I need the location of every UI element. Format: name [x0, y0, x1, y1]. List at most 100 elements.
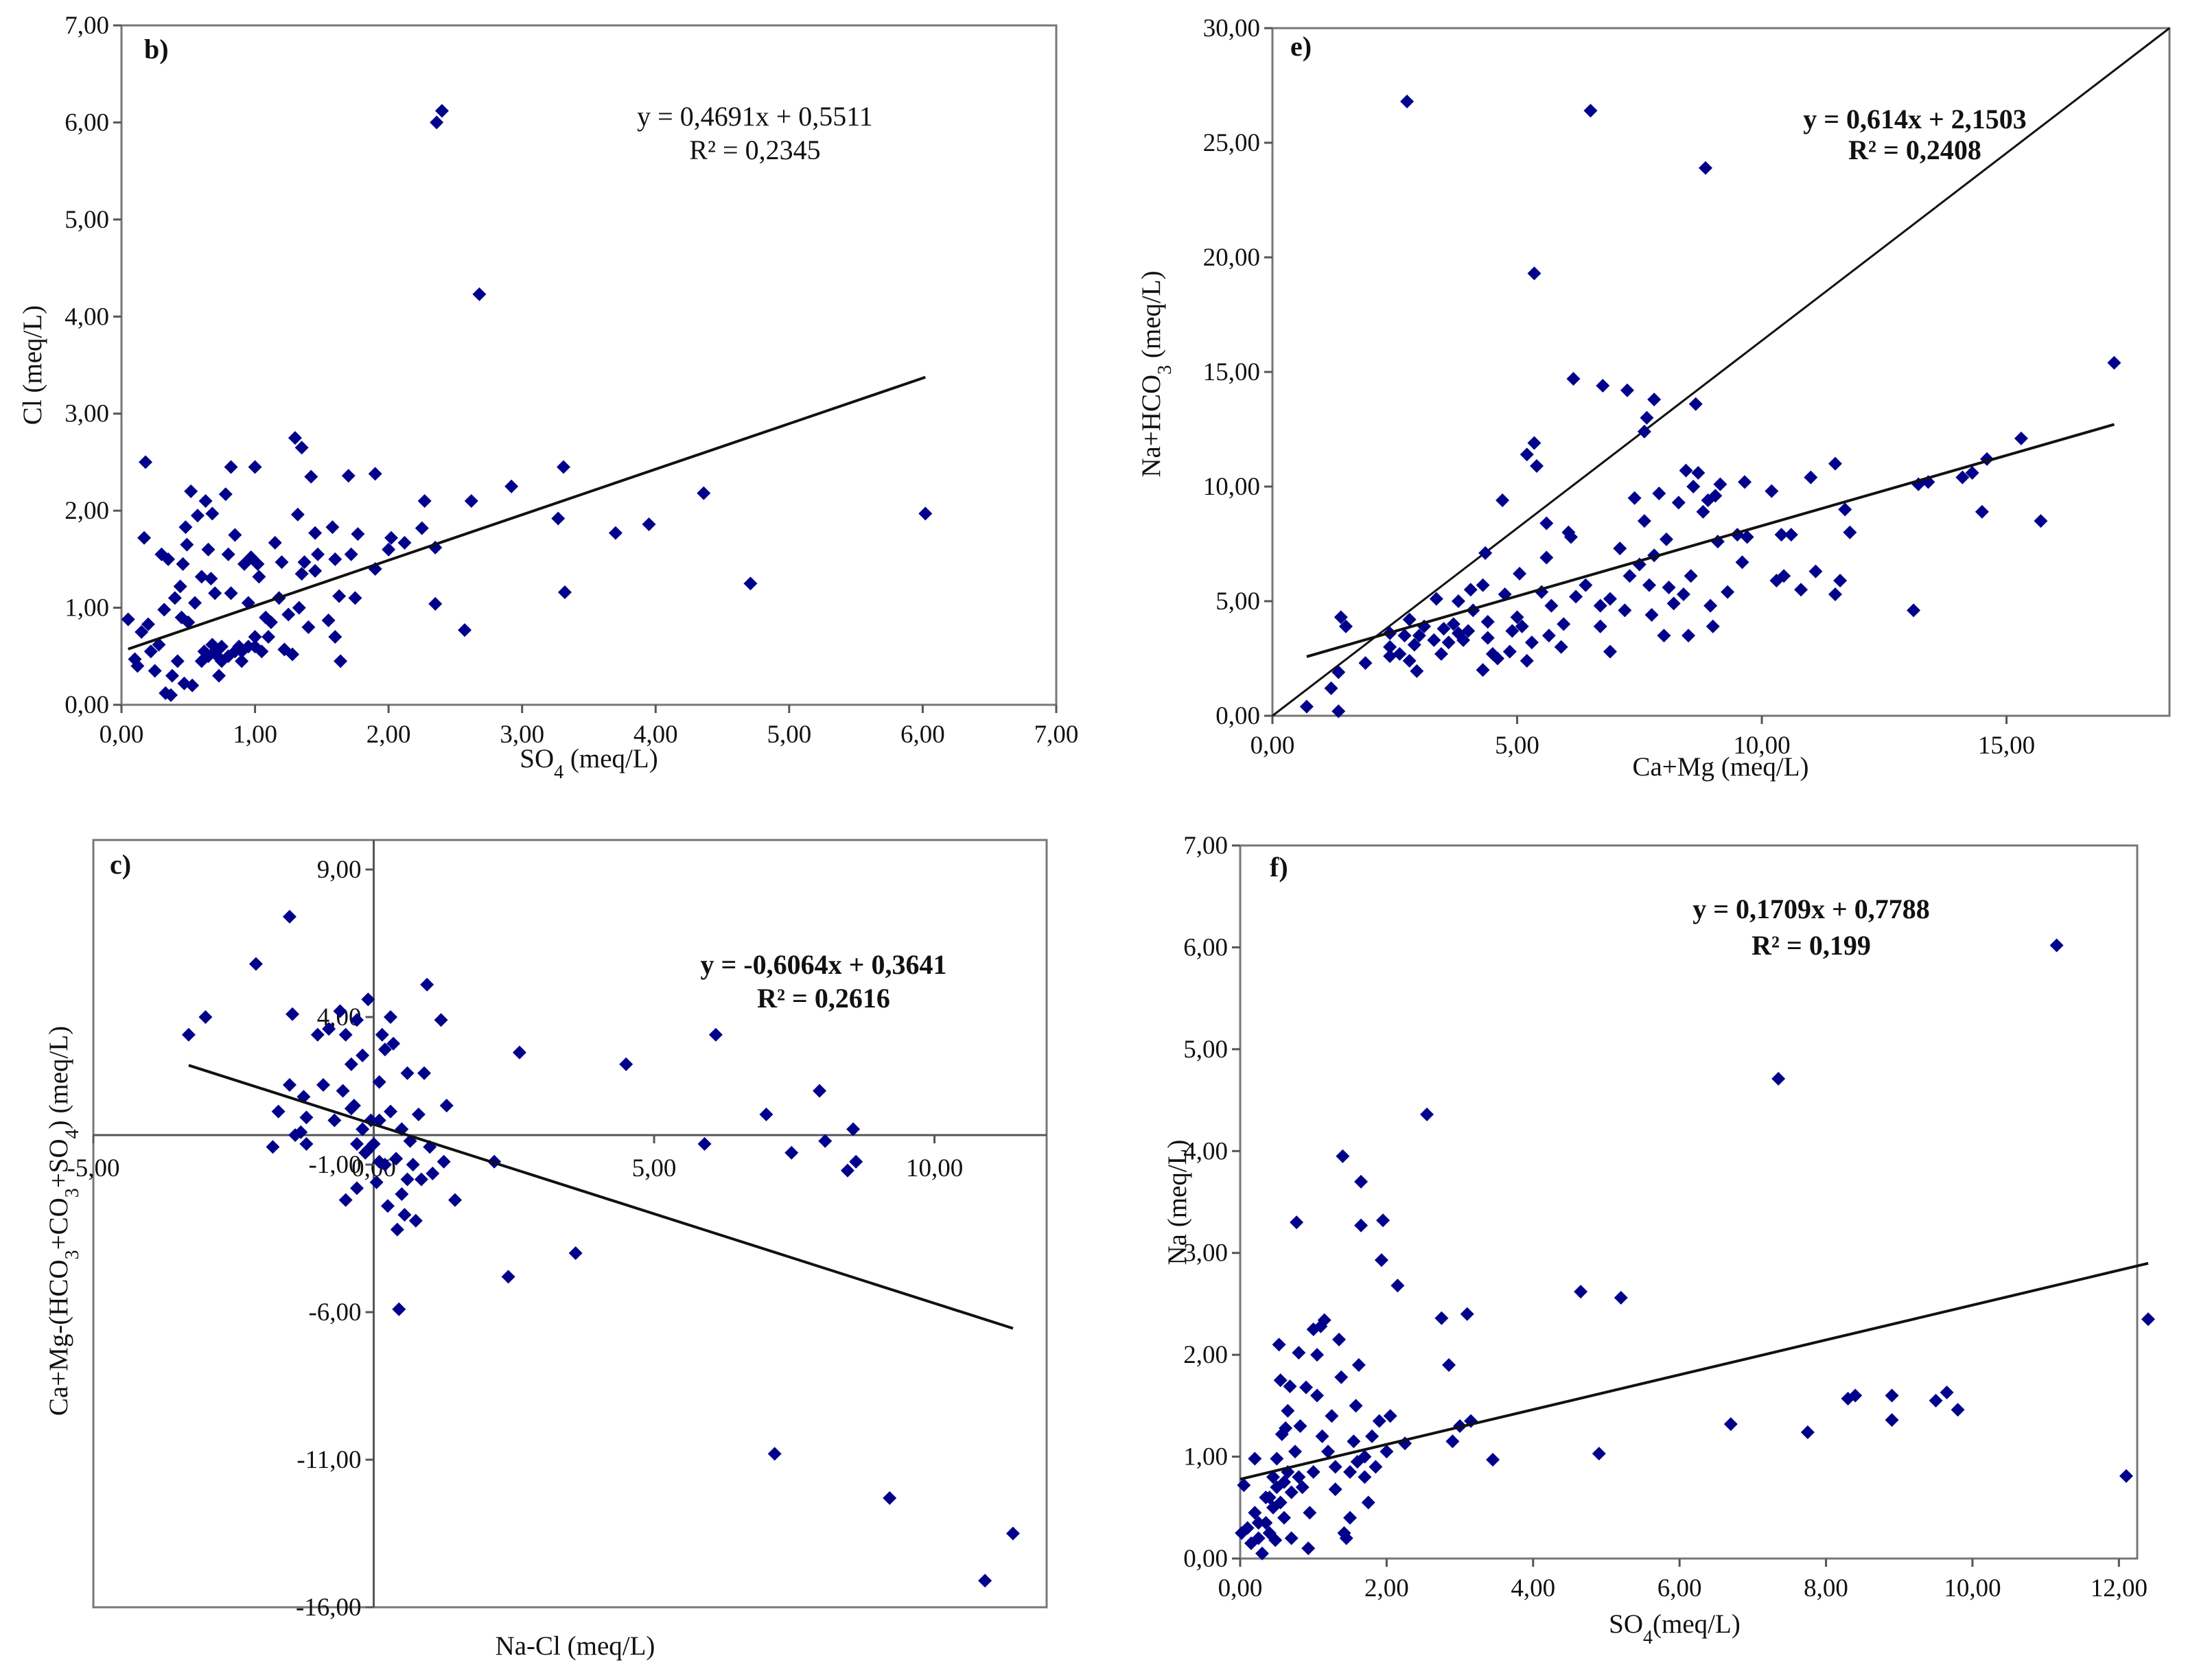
x-tick-label: 5,00	[767, 721, 811, 749]
data-point	[1284, 1531, 1299, 1545]
data-point	[294, 1125, 308, 1139]
chart-panel-c: -5,00 0,00 5,00 10,009,004,00-1,00-6,00-11,…	[44, 839, 1048, 1661]
data-point	[208, 586, 222, 600]
y-tick-label: 5,00	[1215, 587, 1260, 616]
label-segment: (meq/L)	[1653, 1609, 1741, 1639]
y-tick-label: 15,00	[1203, 358, 1260, 386]
data-point	[1965, 465, 1979, 480]
data-point	[1328, 1482, 1342, 1497]
data-point	[143, 644, 158, 659]
data-point	[1765, 484, 1779, 498]
data-point	[767, 1447, 782, 1461]
data-point	[1637, 514, 1651, 528]
data-point	[415, 521, 429, 535]
data-point	[334, 654, 348, 668]
data-point	[165, 668, 179, 683]
data-point	[221, 547, 235, 561]
data-point	[271, 1104, 286, 1119]
data-point	[310, 1027, 325, 1042]
data-point	[184, 484, 198, 498]
data-point	[163, 688, 178, 702]
x-tick-label: 10,00	[1944, 1574, 2001, 1602]
plot-area	[120, 24, 1058, 706]
data-point	[201, 542, 216, 557]
data-point	[1331, 704, 1346, 719]
data-point	[1579, 578, 1593, 592]
data-point	[1593, 598, 1607, 613]
data-point	[1539, 550, 1554, 565]
data-point	[1397, 629, 1412, 643]
x-tick-label: 0,00	[351, 1154, 396, 1182]
data-point	[1393, 646, 1407, 661]
data-point	[252, 570, 266, 584]
data-point	[1365, 1429, 1380, 1443]
data-point	[1332, 1332, 1347, 1346]
data-point	[1929, 1393, 1943, 1408]
r-squared-label: R² = 0,2408	[1848, 135, 1981, 165]
data-point	[281, 607, 296, 622]
data-point	[1583, 104, 1598, 118]
y-tick-label: -1,00	[308, 1151, 361, 1179]
data-point	[190, 509, 205, 523]
data-point	[1461, 624, 1476, 638]
data-point	[235, 654, 249, 668]
x-tick-label: 6,00	[1657, 1574, 1702, 1602]
data-point	[1696, 504, 1710, 519]
data-point	[1940, 1386, 1954, 1400]
reference-line	[1272, 27, 2170, 717]
chart-panel-b: 0,00 1,00 2,00 3,00 4,00 5,00 6,00 7,00 0,00 1,00…	[18, 12, 1078, 783]
data-point	[1828, 456, 1842, 471]
data-point	[372, 1154, 386, 1169]
data-point	[1325, 1409, 1339, 1423]
data-point	[292, 600, 306, 615]
label-segment: Ca+Mg (meq/L)	[1632, 752, 1808, 782]
data-point	[395, 1187, 409, 1201]
x-axis-title: SO4(meq/L)	[1609, 1609, 1741, 1648]
y-tick-label: 30,00	[1203, 14, 1260, 43]
data-point	[439, 1099, 454, 1112]
data-point	[551, 511, 566, 526]
data-point	[221, 649, 235, 664]
data-point	[448, 1193, 463, 1207]
data-point	[372, 1075, 386, 1089]
data-point	[261, 630, 276, 644]
data-point	[1530, 458, 1544, 473]
data-point	[170, 654, 185, 668]
data-point	[1794, 583, 1808, 597]
data-point	[557, 460, 571, 474]
y-axis-title: Na+HCO3 (meq/L)	[1137, 270, 1176, 477]
x-tick-label: 4,00	[633, 721, 678, 749]
data-point	[294, 567, 309, 581]
data-point	[264, 615, 278, 629]
y-tick-label: 1,00	[1183, 1443, 1228, 1471]
data-point	[181, 615, 196, 629]
label-segment: Na+HCO	[1137, 375, 1166, 478]
data-point	[1402, 612, 1417, 627]
y-tick-label: -16,00	[296, 1594, 362, 1622]
data-point	[212, 668, 226, 683]
data-point	[1390, 1279, 1405, 1293]
label-segment: SO	[520, 744, 554, 773]
data-point	[1527, 436, 1541, 450]
data-point	[1354, 1174, 1369, 1189]
data-point	[1541, 629, 1556, 643]
data-point	[1427, 633, 1441, 647]
data-point	[1563, 530, 1578, 544]
data-point	[384, 1104, 398, 1119]
data-point	[369, 1175, 384, 1189]
data-point	[218, 487, 233, 502]
data-point	[434, 104, 449, 118]
data-point	[325, 520, 340, 535]
data-point	[1738, 475, 1752, 489]
data-point	[1527, 266, 1541, 281]
data-point	[1255, 1546, 1270, 1561]
data-point	[1544, 598, 1559, 613]
data-point	[1681, 629, 1696, 643]
data-point	[321, 613, 336, 627]
data-point	[1358, 656, 1373, 670]
data-point	[1383, 1409, 1397, 1423]
data-point	[328, 552, 342, 566]
data-point	[1380, 1445, 1394, 1459]
x-tick-label: 2,00	[1364, 1574, 1409, 1602]
data-point	[167, 591, 182, 605]
